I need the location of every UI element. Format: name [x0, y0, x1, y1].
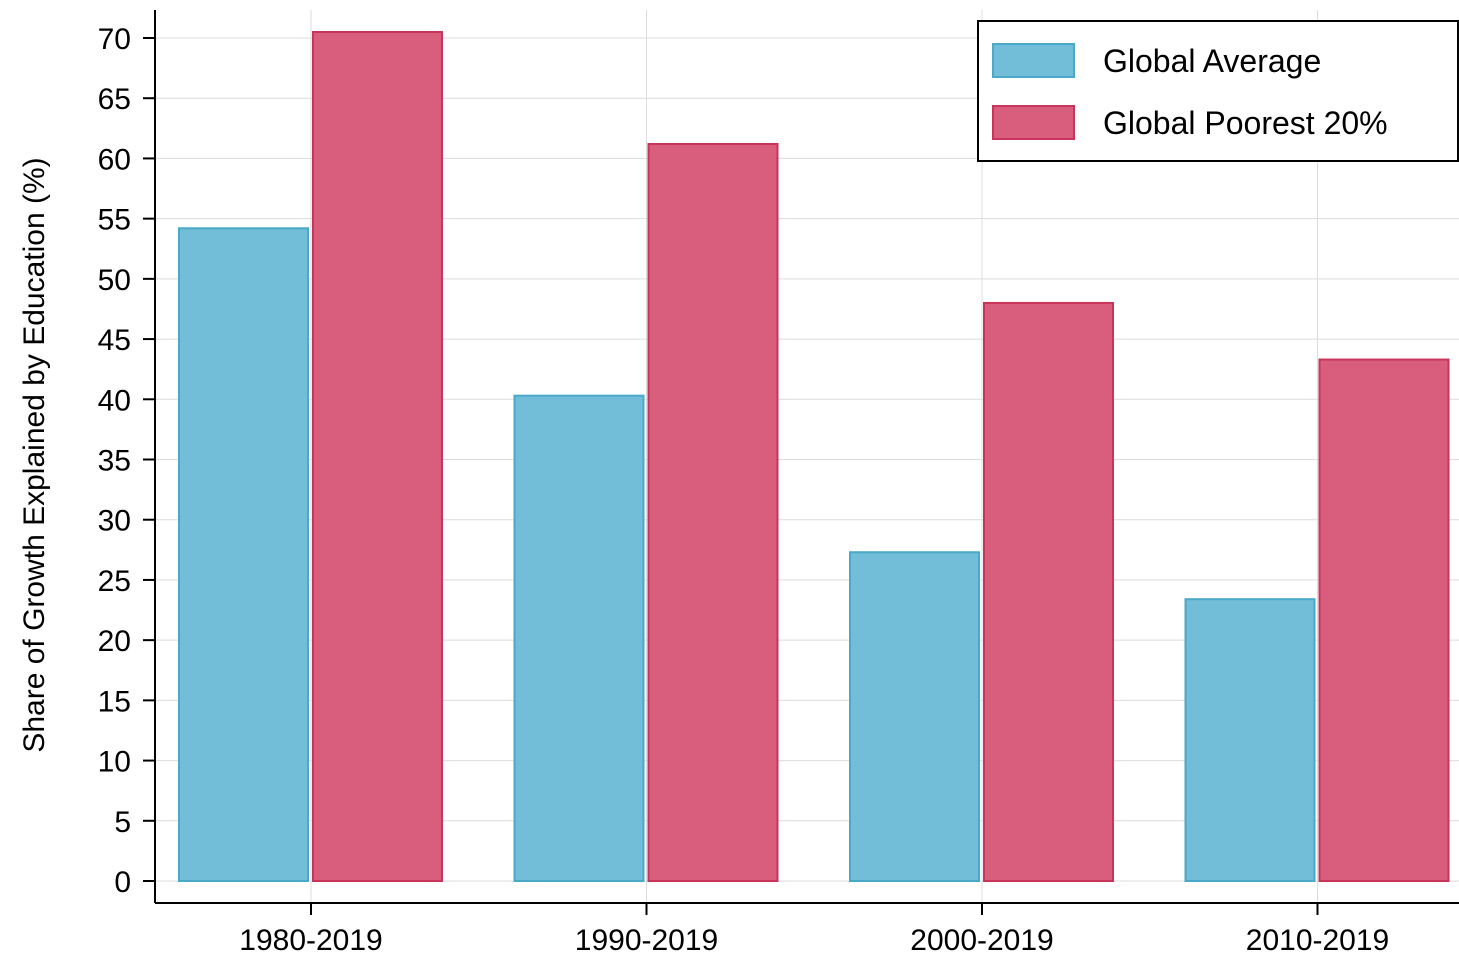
bar-global-average	[849, 551, 980, 882]
y-axis-label: Share of Growth Explained by Education (…	[18, 157, 51, 752]
bar-global-average	[1184, 598, 1316, 882]
bar-layer	[178, 30, 1450, 882]
y-tick-label: 30	[98, 505, 131, 538]
legend: Global Average Global Poorest 20%	[977, 20, 1459, 162]
y-tick-label: 60	[98, 143, 131, 176]
bar-global-poorest-20	[647, 142, 779, 882]
x-tick-label: 2010-2019	[1246, 924, 1389, 957]
legend-label-global-average: Global Average	[1103, 43, 1321, 79]
bar-global-poorest-20	[983, 301, 1114, 882]
legend-label-global-poorest: Global Poorest 20%	[1103, 105, 1388, 141]
x-tick-label: 1980-2019	[239, 924, 382, 957]
y-tick-label: 20	[98, 625, 131, 658]
y-tick-label: 5	[114, 806, 131, 839]
y-tick-label: 25	[98, 565, 131, 598]
y-tick-label: 35	[98, 445, 131, 478]
y-tick-label: 10	[98, 746, 131, 779]
y-tick-label: 0	[114, 866, 131, 899]
bar-global-poorest-20	[312, 30, 443, 882]
y-tick-label: 50	[98, 264, 131, 297]
bar-global-average	[178, 227, 309, 882]
x-tick-label: 1990-2019	[575, 924, 718, 957]
legend-swatch-global-poorest	[992, 105, 1075, 140]
y-tick-label: 45	[98, 324, 131, 357]
bar-global-poorest-20	[1318, 358, 1450, 882]
y-tick-label: 40	[98, 384, 131, 417]
axis-layer: 0 5 10 15 20 25 30 35 40 45 50 55 60 65 70 1980-2019 199…	[98, 10, 1459, 957]
y-tick-label: 70	[98, 23, 131, 56]
x-tick-label: 2000-2019	[910, 924, 1053, 957]
y-tick-label: 65	[98, 83, 131, 116]
legend-swatch-global-average	[992, 43, 1075, 78]
bar-global-average	[513, 394, 645, 882]
y-tick-label: 55	[98, 204, 131, 237]
y-tick-label: 15	[98, 685, 131, 718]
